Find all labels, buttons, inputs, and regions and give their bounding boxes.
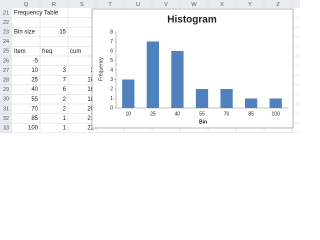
cell: 10 [87,78,94,84]
row-header: 33 [3,125,9,131]
y-tick-label: 0 [110,105,113,111]
column-header: V [164,2,168,8]
cell: -5 [33,58,39,64]
row-header: 30 [3,97,9,103]
y-tick-label: 8 [110,29,113,35]
row-header: 31 [3,106,9,112]
chart: Histogram Frequency Bin 0 1 2 3 4 5 6 7 8 10 25 40 5… [91,8,294,129]
cell: 1 [63,116,67,122]
bar [122,79,135,108]
x-tick-label: 100 [272,111,281,117]
cell: freq [42,49,52,55]
row-header: 32 [3,116,9,122]
x-axis-title: Bin [199,119,207,125]
bar [195,89,209,108]
column-header: R [52,2,56,8]
column-header: U [136,2,140,8]
cell: 18 [87,97,94,103]
x-tick-label: 55 [199,111,205,117]
row-header: 21 [3,10,9,16]
page: Q R S T U V W X Y Z 21 Frequency Table 22 23 Bin size 1… [0,0,300,133]
cell: 7 [63,78,67,84]
column-header-bar [0,0,300,8]
cell: 6 [63,87,67,93]
x-tick-label: 70 [224,111,230,117]
bar [146,41,159,108]
cell: 100 [28,126,39,132]
row-header: 26 [3,58,9,64]
bar [269,98,282,108]
row-header: 23 [3,29,9,35]
bar [220,89,233,108]
y-tick-label: 3 [110,77,113,83]
cell: cum [70,49,81,55]
cell: 10 [31,68,38,74]
row-header: 27 [3,68,9,74]
cell: 40 [31,87,38,93]
column-header: Q [24,2,29,8]
chart-frame[interactable] [91,8,294,129]
x-tick-label: 40 [175,111,181,117]
column-header: W [191,2,197,8]
row-header: 29 [3,87,9,93]
row-header-bar [0,0,12,133]
y-tick-label: 2 [110,86,113,92]
cell: 25 [31,78,38,84]
column-header: Z [276,2,280,8]
chart-title: Histogram [167,15,217,26]
cell: Frequency Table [14,10,59,16]
column-header: S [80,2,84,8]
cell: 15 [59,30,66,36]
x-tick-label: 10 [126,111,132,117]
column-header: T [108,2,112,8]
cell: 1 [63,126,67,132]
cell: Item [14,49,26,55]
cell: 20 [87,106,94,112]
bar [171,51,184,108]
cell: 16 [87,87,94,93]
cell: 2 [63,97,67,103]
y-tick-label: 4 [110,67,113,73]
cell: 22 [87,126,94,132]
cell: 55 [31,97,38,103]
row-header: 24 [3,39,9,45]
y-tick-label: 5 [110,58,113,64]
row-header: 25 [3,49,9,55]
y-tick-label: 6 [110,48,113,54]
x-tick-label: 85 [248,111,254,117]
y-axis-title: Frequency [98,57,104,81]
cell: 85 [31,116,38,122]
cell: 3 [63,68,67,74]
cell: Bin size [14,30,36,36]
cell: 70 [31,106,38,112]
row-header: 22 [3,20,9,26]
row-header: 28 [3,77,9,83]
column-header: Y [248,2,252,8]
bar [245,98,258,108]
cell: 2 [63,106,67,112]
x-tick-label: 25 [150,111,156,117]
column-header: X [220,2,224,8]
y-tick-label: 7 [110,39,113,45]
cell: 21 [87,116,94,122]
y-tick-label: 1 [110,96,113,102]
